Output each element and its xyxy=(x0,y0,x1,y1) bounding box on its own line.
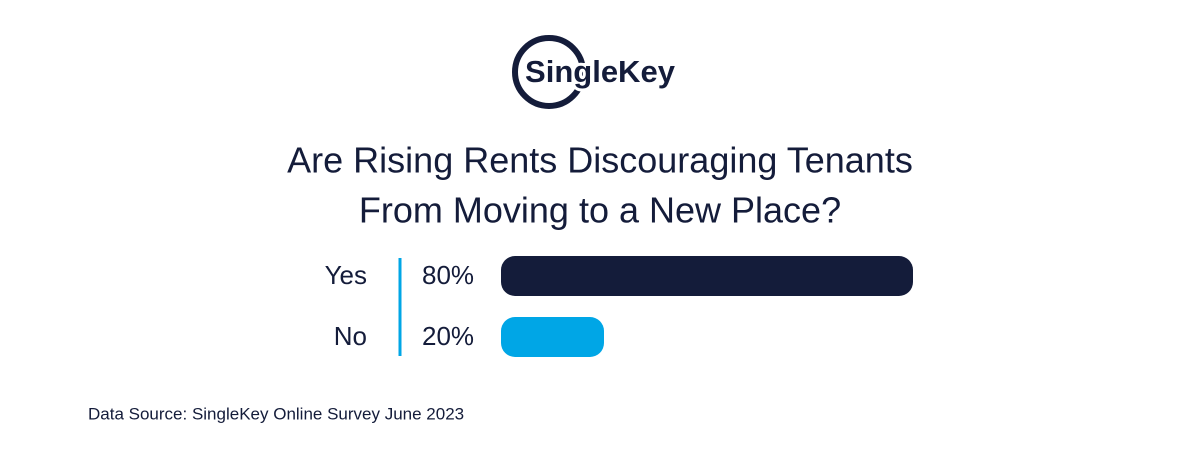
value-label: 80% xyxy=(422,260,474,290)
chart-title: Are Rising Rents Discouraging Tenants xyxy=(287,140,913,181)
value-label: 20% xyxy=(422,321,474,351)
category-label: Yes xyxy=(325,260,367,290)
category-label: No xyxy=(334,321,367,351)
bar xyxy=(501,256,913,296)
logo: SingleKey xyxy=(525,54,676,89)
chart-title: From Moving to a New Place? xyxy=(359,190,841,231)
source: Data Source: SingleKey Online Survey Jun… xyxy=(88,404,464,423)
logo-ring xyxy=(512,35,586,109)
bar xyxy=(501,317,604,357)
